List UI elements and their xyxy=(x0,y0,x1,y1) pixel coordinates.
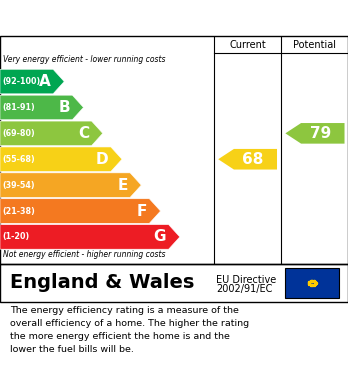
Text: Energy Efficiency Rating: Energy Efficiency Rating xyxy=(50,9,298,27)
Polygon shape xyxy=(0,69,64,94)
Text: England & Wales: England & Wales xyxy=(10,273,195,292)
Bar xyxy=(285,268,339,298)
Text: Very energy efficient - lower running costs: Very energy efficient - lower running co… xyxy=(3,55,166,64)
Text: C: C xyxy=(78,126,89,141)
Text: D: D xyxy=(96,152,109,167)
Text: A: A xyxy=(39,74,51,89)
Text: Potential: Potential xyxy=(293,39,336,50)
Polygon shape xyxy=(0,173,141,197)
Text: B: B xyxy=(58,100,70,115)
Text: (69-80): (69-80) xyxy=(3,129,35,138)
Text: E: E xyxy=(117,178,128,193)
Polygon shape xyxy=(0,199,160,223)
Text: (92-100): (92-100) xyxy=(3,77,41,86)
Text: 2002/91/EC: 2002/91/EC xyxy=(216,284,272,294)
Text: Current: Current xyxy=(229,39,266,50)
Text: (55-68): (55-68) xyxy=(3,155,35,164)
Text: G: G xyxy=(154,230,166,244)
Polygon shape xyxy=(0,147,122,172)
Text: 79: 79 xyxy=(309,126,331,141)
Text: (21-38): (21-38) xyxy=(3,206,35,215)
Text: F: F xyxy=(136,204,147,219)
Polygon shape xyxy=(0,225,180,249)
Polygon shape xyxy=(285,123,345,143)
Text: (1-20): (1-20) xyxy=(3,232,30,241)
Text: (39-54): (39-54) xyxy=(3,181,35,190)
Polygon shape xyxy=(218,149,277,170)
Text: (81-91): (81-91) xyxy=(3,103,35,112)
Text: Not energy efficient - higher running costs: Not energy efficient - higher running co… xyxy=(3,250,166,259)
Text: The energy efficiency rating is a measure of the
overall efficiency of a home. T: The energy efficiency rating is a measur… xyxy=(10,305,250,354)
Polygon shape xyxy=(0,95,84,120)
Text: EU Directive: EU Directive xyxy=(216,275,276,285)
Text: 68: 68 xyxy=(242,152,263,167)
Polygon shape xyxy=(0,121,103,145)
